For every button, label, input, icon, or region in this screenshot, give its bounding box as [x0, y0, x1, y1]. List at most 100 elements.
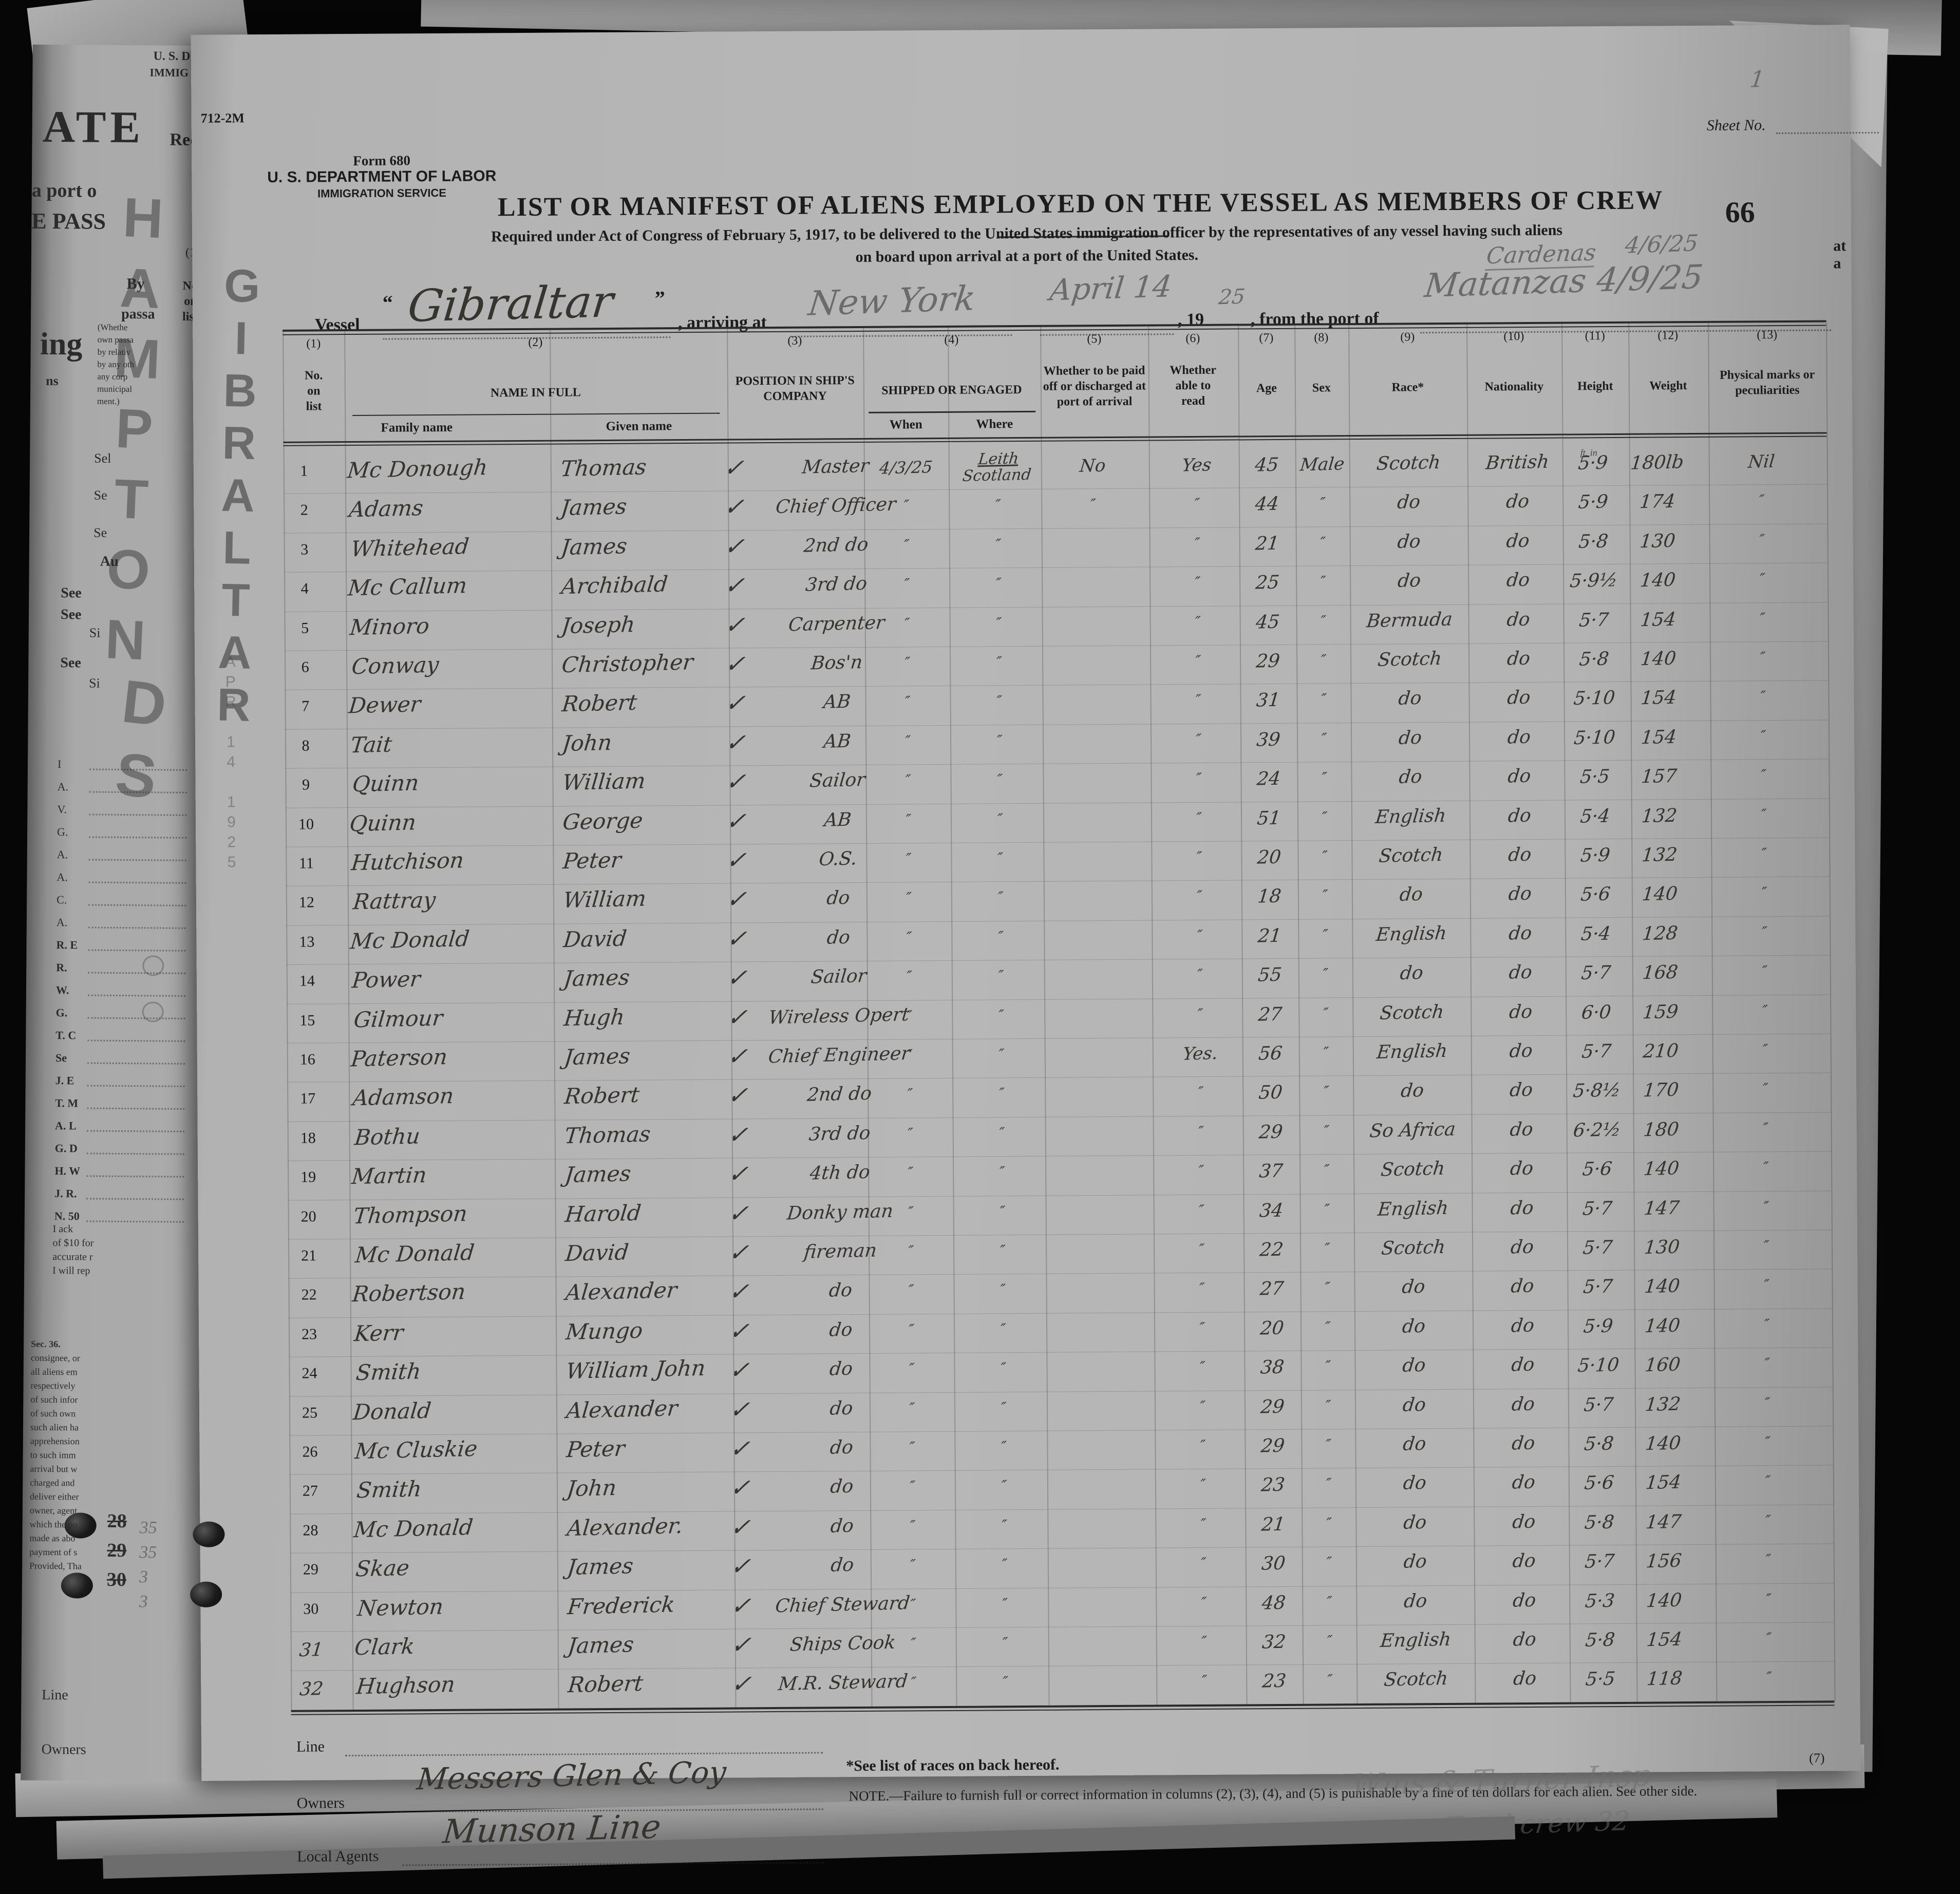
- cell-read: ″: [1199, 1397, 1206, 1415]
- cell-marks: ″: [1762, 1159, 1769, 1176]
- margin-fragment: passa: [121, 306, 155, 323]
- col-num-3: (3): [787, 334, 802, 348]
- margin-fragment: 35: [139, 1518, 157, 1538]
- dotted-leader: [87, 1016, 185, 1019]
- cell-weight: 147: [1643, 1197, 1681, 1219]
- cell-no: 22: [301, 1286, 317, 1304]
- margin-fragment: 3: [139, 1592, 148, 1612]
- cell-where: ″: [996, 849, 1004, 867]
- cell-where: ″: [996, 771, 1003, 788]
- cell-when: ″: [907, 1203, 914, 1221]
- cell-height: 5·10: [1573, 727, 1616, 749]
- arrival-date-handwritten: April 14: [1048, 269, 1174, 308]
- cell-age: 51: [1256, 807, 1282, 829]
- cell-sex: ″: [1322, 1004, 1329, 1022]
- cell-race: do: [1397, 570, 1422, 592]
- dotted-leader: [89, 813, 187, 816]
- cell-nat: do: [1507, 922, 1533, 944]
- dotted-leader: [88, 881, 186, 884]
- margin-fragment: A.: [56, 848, 68, 861]
- cell-race: English: [1374, 805, 1447, 828]
- cell-marks: ″: [1763, 1315, 1770, 1333]
- cell-when: ″: [902, 536, 910, 554]
- cell-check: ✓: [725, 806, 747, 835]
- cell-when: ″: [905, 889, 912, 906]
- cell-sex: ″: [1326, 1632, 1333, 1650]
- margin-fragment: to such imm: [30, 1449, 76, 1461]
- margin-fragment: Sel: [94, 450, 111, 466]
- margin-fragment: of such own: [30, 1408, 76, 1419]
- cell-where: ″: [1001, 1595, 1008, 1613]
- cell-race: Scotch: [1378, 844, 1444, 867]
- margin-fragment: Si: [89, 675, 100, 691]
- cell-sex: ″: [1321, 886, 1329, 904]
- cell-no: 8: [301, 737, 310, 754]
- cell-age: 23: [1261, 1670, 1287, 1693]
- cell-nat: do: [1512, 1668, 1538, 1690]
- cell-check: ✓: [725, 963, 748, 992]
- cell-family: Dewer: [347, 691, 422, 718]
- cell-where: ″: [995, 614, 1003, 632]
- cell-marks: ″: [1759, 727, 1767, 745]
- cell-marks: ″: [1760, 845, 1767, 862]
- cell-age: 44: [1254, 493, 1280, 516]
- cell-nat: do: [1505, 569, 1531, 591]
- cell-marks: ″: [1764, 1551, 1772, 1568]
- cell-paid: No: [1079, 455, 1107, 477]
- margin-fragment: I: [57, 757, 62, 771]
- cell-race: do: [1401, 1315, 1426, 1337]
- cell-race: Scotch: [1380, 1158, 1446, 1181]
- cell-marks: ″: [1761, 1041, 1769, 1058]
- cell-nat: do: [1507, 805, 1532, 827]
- cell-check: ✓: [723, 493, 746, 521]
- cell-weight: 154: [1644, 1472, 1682, 1494]
- margin-fragment: (Whethe: [97, 322, 128, 333]
- cell-read: ″: [1194, 652, 1202, 670]
- cell-race: do: [1402, 1472, 1427, 1494]
- cell-weight: 132: [1641, 844, 1679, 866]
- margin-fragment: Owners: [41, 1741, 86, 1758]
- cell-given: John: [561, 729, 613, 756]
- cell-age: 56: [1257, 1043, 1284, 1065]
- arriving-label: , arriving at: [677, 313, 767, 333]
- cell-family: Whitehead: [349, 533, 470, 562]
- cell-race: Scotch: [1380, 1236, 1446, 1259]
- cell-marks: ″: [1758, 570, 1766, 588]
- cell-sex: ″: [1322, 965, 1329, 982]
- cell-race: Scotch: [1383, 1668, 1449, 1691]
- margin-fragment: R. E: [56, 938, 78, 952]
- cell-check: ✓: [729, 1630, 752, 1659]
- cell-weight: 154: [1645, 1628, 1683, 1651]
- cell-nat: do: [1512, 1589, 1537, 1612]
- cell-marks: ″: [1761, 962, 1768, 980]
- cell-given: David: [562, 925, 628, 953]
- cell-weight: 140: [1641, 883, 1679, 905]
- cell-where: ″: [998, 1242, 1006, 1259]
- col-sublabel: Given name: [606, 419, 672, 433]
- cell-nat: do: [1510, 1354, 1536, 1376]
- margin-fragment: 35: [139, 1543, 157, 1562]
- col-label-13: peculiarities: [1735, 383, 1800, 397]
- cell-age: 21: [1254, 533, 1280, 555]
- cell-marks: ″: [1760, 805, 1767, 823]
- cell-race: do: [1398, 884, 1424, 906]
- cell-race: English: [1375, 922, 1448, 945]
- cell-given: James: [566, 1553, 635, 1580]
- cell-no: 6: [301, 658, 309, 676]
- margin-fragment: V.: [57, 803, 67, 816]
- cell-weight: 154: [1639, 609, 1677, 631]
- cell-sex: ″: [1319, 573, 1327, 590]
- cell-read: ″: [1196, 926, 1203, 944]
- cell-nat: do: [1511, 1471, 1536, 1494]
- cell-nat: do: [1509, 1119, 1534, 1141]
- margin-fragment: H. W: [54, 1164, 81, 1178]
- cell-weight: 130: [1638, 530, 1676, 553]
- cell-read: ″: [1195, 809, 1202, 826]
- cell-family: Tait: [349, 731, 393, 758]
- cell-sex: ″: [1323, 1240, 1331, 1257]
- cell-nat: do: [1510, 1236, 1535, 1258]
- cell-where: ″: [995, 653, 1003, 671]
- cell-age: 32: [1261, 1631, 1287, 1653]
- hampton-roads-pencil-text-tail: DS: [98, 666, 182, 819]
- cell-marks: ″: [1762, 1198, 1770, 1215]
